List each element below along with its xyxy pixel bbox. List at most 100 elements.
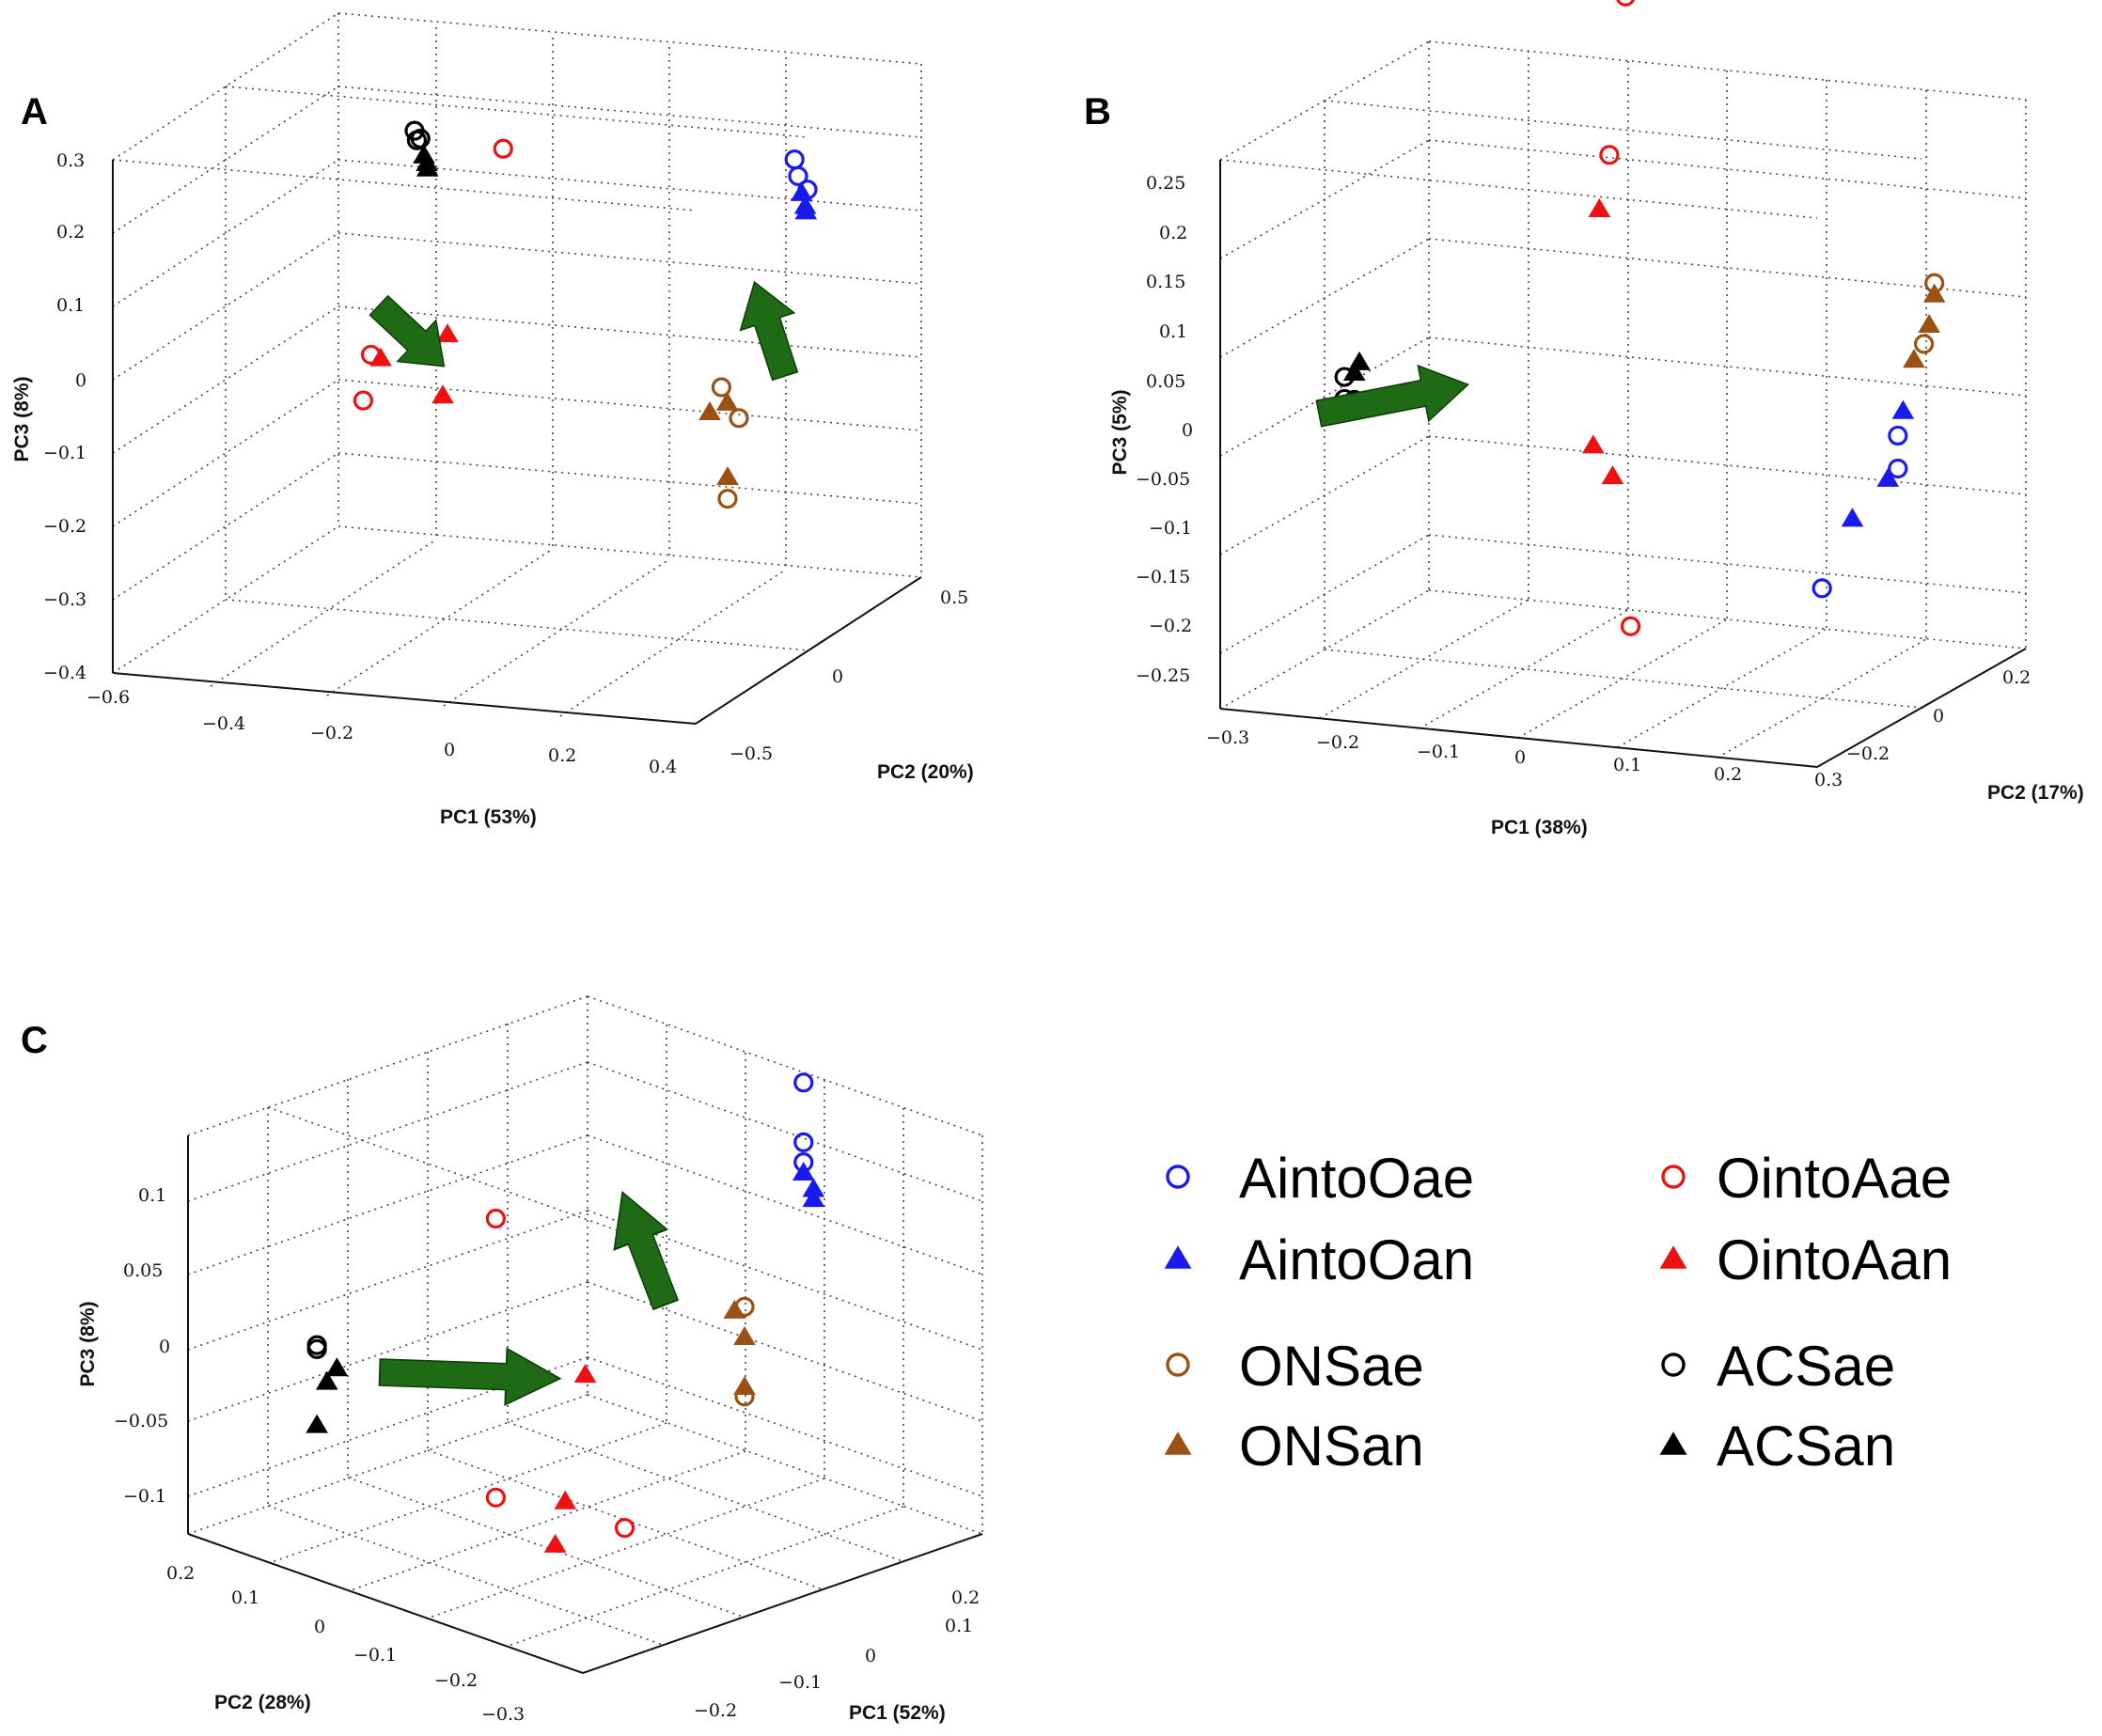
panel-b-xtick-label: −0.2 [1316,732,1359,753]
panel-b-ztick-label: −0.2 [1149,616,1192,636]
panel-b-OintoAan-point-1 [1581,434,1605,454]
panel-a-ztick-label: −0.4 [43,663,86,683]
panel-a-ztick-label: 0.3 [56,150,85,171]
panel-c-arrow-right [378,1347,562,1406]
panel-b-ztick-label: −0.05 [1136,469,1190,490]
panel-a-ONSan-point-1 [698,400,721,420]
panel-b-OintoAan-point-0 [1588,197,1611,217]
panel-a-ztick-label: −0.2 [43,516,86,537]
panel-c-xtick-label: 0.2 [951,1587,980,1608]
panel-a-label: A [21,91,48,133]
panel-a-ylabel: PC2 (20%) [877,761,974,783]
panel-a-arrow-down [369,294,446,368]
panel-b-OintoAae-point-0 [1616,0,1635,7]
panel-c-ztick-label: −0.1 [123,1486,166,1507]
panel-b-OintoAae-point-1 [1599,145,1620,165]
panel-b-arrows [1315,364,1470,428]
panel-c-ticks: −0.2−0.100.10.20.20.10−0.1−0.2−0.30.10.0… [114,1185,980,1725]
panel-c-AintoOae-point-0 [793,1072,814,1093]
panel-c-xlabel: PC1 (52%) [849,1702,946,1724]
panel-b-ONSan-point-0 [1922,283,1946,303]
panel-c-ztick-label: 0.1 [138,1185,166,1206]
panel-b-ztick-label: −0.25 [1136,665,1190,686]
legend-AintoOae-marker [1166,1165,1190,1189]
panel-a-ztick-label: 0.2 [56,222,85,242]
panel-b-AintoOan-point-0 [1891,399,1915,419]
legend-OintoAan-marker [1659,1245,1687,1269]
legend-OintoAan-label: OintoAan [1717,1228,1952,1291]
panel-b-ticks: −0.3 −0.2 −0.1 0 0.1 0.2 0.3−0.200.20.250.20.1… [1136,173,2031,790]
panel-c-xtick-label: −0.2 [694,1700,737,1721]
panel-c-xtick-label: −0.1 [778,1672,822,1693]
legend-ONSae-label: ONSae [1239,1335,1424,1398]
panel-c-ytick-label: 0 [314,1617,325,1637]
panel-b-xtick-label: 0 [1514,747,1526,768]
panel-b-ztick-label: −0.1 [1149,518,1192,539]
legend-AintoOae-label: AintoOae [1239,1147,1474,1210]
panel-c-zlabel: PC3 (8%) [77,1301,99,1386]
panel-b-xtick-label: −0.3 [1206,727,1249,748]
panel-b-grid [1219,40,2027,759]
panel-c-OintoAae-point-1 [485,1487,506,1508]
panel-b-axes [1219,160,2027,768]
panel-c-ytick-label: −0.3 [481,1704,525,1725]
panel-c-ONSan-point-2 [733,1375,756,1395]
panel-b-ytick-label: 0 [1933,706,1944,727]
panel-c-ytick-label: −0.2 [434,1670,478,1691]
panel-a-ztick-label: −0.1 [43,443,86,463]
panel-b-OintoAan-point-2 [1601,465,1624,485]
panel-b-label: B [1084,91,1111,133]
panel-b-ONSae-point-1 [1913,334,1935,354]
panel-c-ONSan-point-0 [723,1299,746,1319]
panel-a-axes [112,160,922,725]
panel-a-xtick-label: −0.4 [202,713,245,734]
legend-ACSae-marker [1661,1353,1686,1377]
legend-ONSan-marker [1164,1431,1192,1455]
panel-a-xtick-label: −0.2 [310,723,353,743]
panel-a-xtick-label: −0.6 [86,687,130,708]
panel-b-xlabel: PC1 (38%) [1491,817,1588,838]
panel-c-ACSan-point-2 [306,1414,328,1433]
legend-OintoAae-label: OintoAae [1717,1147,1952,1210]
panel-b-AintoOae-point-2 [1812,578,1832,599]
panel-a-grid [112,12,922,717]
panel-b-AintoOan-point-1 [1876,467,1900,487]
panel-c-AintoOan-point-1 [802,1178,825,1197]
legend-ACSan-label: ACSan [1717,1415,1895,1478]
panel-b-ztick-label: −0.15 [1136,567,1190,587]
panel-a-OintoAan-point-0 [436,323,459,343]
panel-a-AintoOae-point-0 [784,149,805,170]
panel-b-AintoOae-point-1 [1888,458,1908,479]
panel-b-ztick-label: 0.15 [1146,272,1185,292]
panel-c-AintoOan-point-2 [802,1188,825,1208]
panel-b-ztick-label: 0.2 [1159,223,1187,243]
panel-c-axes [187,1135,983,1674]
panel-b-AintoOan-point-2 [1841,508,1864,527]
panel-a-OintoAae-point-0 [493,138,513,159]
panel-c-OintoAae-point-0 [485,1208,506,1229]
panel-a-ytick-label: 0 [832,666,843,687]
panel-c-ACSae-point-1 [306,1338,327,1359]
panel-b: B −0.3 −0.2 −0.1 0 0.1 0.2 [1084,0,2084,838]
panel-a-ONSae-point-0 [711,377,732,398]
panel-a-AintoOan-point-0 [790,181,813,201]
panel-a-ACSae-point-2 [406,130,427,150]
panel-c: C [21,995,983,1725]
legend-ACSan-marker [1659,1431,1687,1455]
panel-b-ACSan-point-1 [1348,351,1371,370]
panel-c-arrows [378,1190,680,1406]
panel-c-OintoAan-point-2 [543,1533,567,1553]
panel-b-AintoOae-point-0 [1888,425,1908,446]
panel-a-points [353,120,818,509]
panel-a-ytick-label: −0.5 [729,743,773,764]
panel-c-ztick-label: 0.05 [123,1260,163,1281]
panel-c-ztick-label: 0 [159,1337,170,1357]
panel-b-xtick-label: 0.3 [1814,770,1843,790]
panel-b-xtick-label: 0.1 [1613,755,1641,775]
legend-ONSae-marker [1166,1353,1190,1377]
panel-c-ACSan-point-1 [325,1357,349,1377]
panel-a-xlabel: PC1 (53%) [440,806,537,828]
panel-a-arrow-up [739,280,799,382]
panel-a-ONSae-point-2 [717,488,738,509]
panel-b-xtick-label: −0.1 [1417,742,1460,762]
